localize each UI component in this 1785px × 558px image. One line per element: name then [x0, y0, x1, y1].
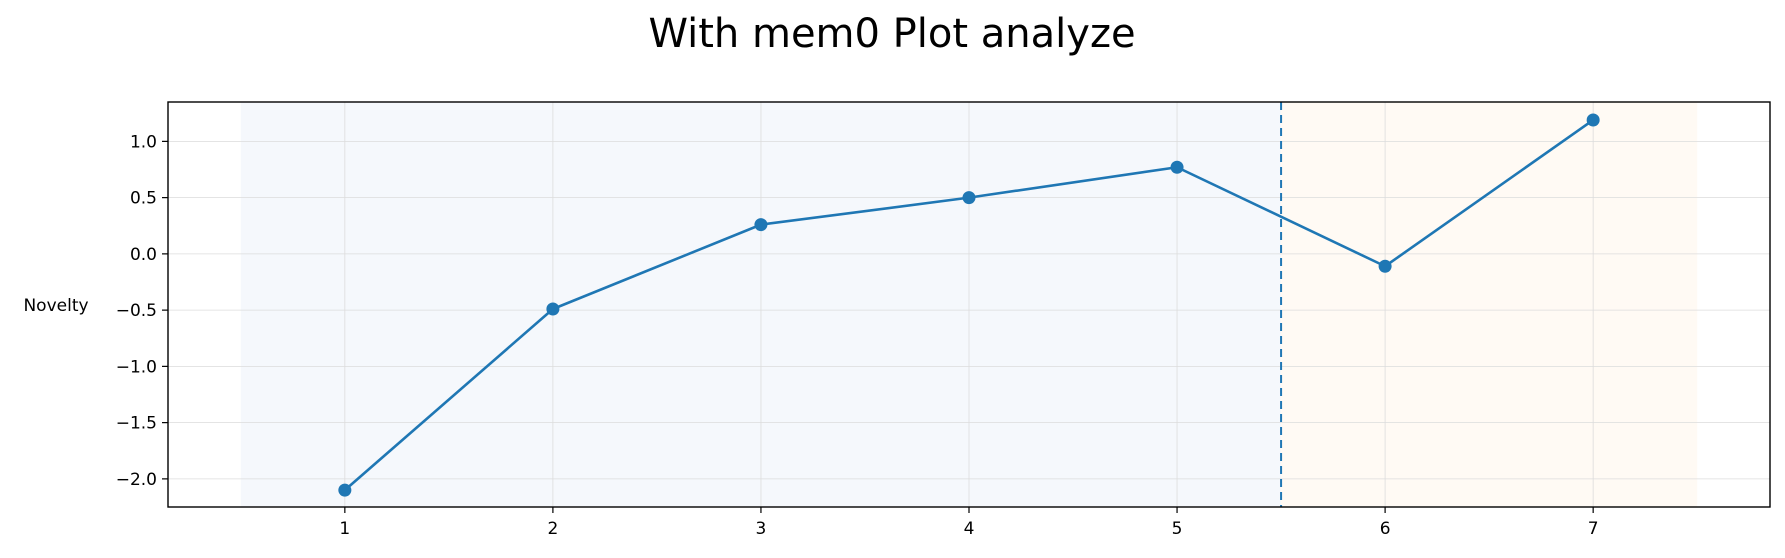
x-tick-label-1: 2 [547, 519, 558, 539]
plot-area: 1 2 3 4 5 6 7 1.0 0.5 0.0 −0.5 −1.0 −1.5 −2.0 [116, 101, 1771, 539]
y-tick-label-5: −1.5 [116, 414, 157, 434]
y-tick-label-4: −1.0 [116, 357, 157, 377]
y-tick-label-0: 1.0 [130, 132, 157, 152]
data-point-4 [962, 191, 976, 205]
data-point-7 [1586, 113, 1600, 127]
x-tick-label-4: 5 [1172, 519, 1183, 539]
y-tick-label-3: −0.5 [116, 301, 157, 321]
chart-title: With mem0 Plot analyze [648, 11, 1135, 57]
data-point-6 [1378, 259, 1392, 273]
y-tick-label-2: 0.0 [130, 245, 157, 265]
data-point-1 [338, 483, 352, 497]
y-axis-label: Novelty [23, 296, 88, 316]
shaded-region-1 [1281, 102, 1698, 507]
x-tick-label-0: 1 [339, 519, 350, 539]
x-tick-label-6: 7 [1588, 519, 1599, 539]
x-tick-label-2: 3 [756, 519, 767, 539]
y-tick-label-1: 0.5 [130, 189, 157, 209]
y-tick-label-6: −2.0 [116, 470, 157, 490]
data-point-2 [546, 302, 560, 316]
data-point-5 [1170, 160, 1184, 174]
x-tick-label-3: 4 [964, 519, 975, 539]
x-tick-label-5: 6 [1380, 519, 1391, 539]
data-point-3 [754, 218, 768, 232]
